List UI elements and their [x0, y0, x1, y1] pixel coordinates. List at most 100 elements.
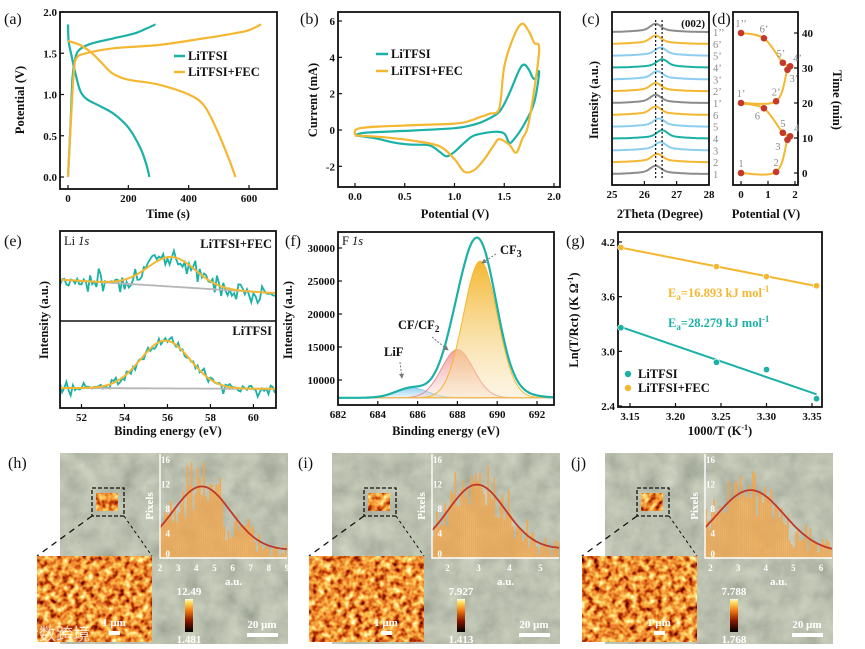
histogram-y-tick-label: 16	[161, 455, 171, 465]
point-label: 1’	[737, 89, 746, 100]
data-point	[712, 358, 720, 366]
point-label: 6	[755, 111, 760, 122]
histogram-bar	[544, 537, 547, 558]
histogram-x-tick-label: 4	[507, 563, 512, 573]
ea-symbol: E	[668, 286, 676, 300]
histogram-bar	[436, 511, 438, 558]
colorbar-min-label: 1.768	[722, 634, 747, 646]
point-label: 4’	[793, 53, 802, 64]
scale-bar-small	[109, 631, 120, 635]
histogram-bar	[715, 514, 717, 558]
histogram-bar	[758, 493, 760, 558]
x-tick-label: 686	[409, 409, 426, 421]
y-tick-label: 2	[330, 89, 336, 101]
histogram-bar	[801, 540, 803, 558]
histogram-bar	[786, 515, 789, 558]
ea-subscript: a	[676, 292, 681, 302]
title-orbital: 1s	[352, 234, 363, 248]
histogram-bar	[182, 490, 185, 558]
histogram-bar	[248, 518, 250, 558]
gaussian-fit-curve	[431, 483, 560, 549]
histogram-bar	[766, 496, 769, 558]
histogram-bar	[737, 498, 740, 558]
xrd-trace	[612, 81, 709, 93]
histogram-bar	[460, 488, 463, 558]
data-point	[813, 282, 821, 290]
histogram-bar	[768, 496, 771, 558]
data-point	[779, 129, 787, 137]
x-tick-label: 52	[76, 412, 88, 424]
plot-frame	[611, 11, 710, 186]
histogram-bar	[805, 524, 808, 558]
histogram-bar	[168, 516, 170, 558]
histogram-bar	[815, 543, 818, 558]
histogram-bar	[509, 513, 512, 558]
x-axis-title: Binding energy (eV)	[392, 424, 500, 438]
x-tick-label: 692	[529, 409, 546, 421]
scale-label-large: 20 μm	[519, 619, 548, 631]
histogram-bar	[819, 544, 822, 558]
histogram-y-tick-label: 16	[433, 455, 443, 465]
histogram-bar	[827, 541, 830, 558]
histogram-bar	[192, 509, 195, 558]
y-tick-label: 1.5	[43, 48, 57, 60]
histogram-bar	[705, 509, 707, 558]
histogram-bar	[811, 541, 814, 558]
histogram-bar	[518, 526, 520, 558]
ylabel-end: )	[567, 272, 581, 276]
histogram-bar	[466, 489, 469, 558]
histogram-bar	[219, 477, 222, 558]
trace-label: 3’	[713, 75, 722, 86]
histogram-bar	[776, 507, 779, 558]
histogram-bar	[468, 504, 471, 558]
data-point	[617, 243, 625, 251]
histogram-bar	[524, 537, 526, 558]
y-tick-label: -2	[326, 161, 336, 173]
x-axis-title: Potential (V)	[732, 207, 800, 221]
panel-a-charge-discharge: 0 200 400 600 0.0 0.5 1.0 1.5 2.0 Time (s) Potenti…	[13, 7, 278, 221]
histogram-bar	[813, 541, 816, 558]
data-point	[712, 263, 720, 271]
fit-curve	[60, 339, 275, 390]
xlabel-main: 1000/T (K	[688, 424, 742, 438]
plot-frame	[732, 11, 799, 186]
data-point	[760, 34, 768, 42]
plot-frame	[59, 11, 278, 190]
colorbar-max-label: 7.788	[722, 586, 747, 598]
histogram-bar	[239, 523, 242, 558]
panel-label: (e)	[4, 233, 22, 250]
histogram-bar	[739, 475, 742, 558]
histogram-x-tick-label: 6	[230, 563, 235, 573]
histogram-bar	[235, 515, 238, 558]
x-axis-title: Time (s)	[146, 207, 190, 221]
x-tick-label: 690	[489, 409, 506, 421]
zoom-leader-line	[36, 515, 93, 557]
histogram-bar	[538, 554, 541, 558]
histogram-bar	[446, 526, 448, 558]
histogram-bar	[262, 548, 265, 558]
x-tick-label: 3.15	[620, 411, 640, 423]
histogram-y-title: Pixels	[416, 492, 428, 520]
mapped-region-thumbnail	[641, 493, 663, 511]
histogram-bar	[546, 546, 549, 558]
data-point	[772, 168, 780, 176]
histogram-bar	[503, 519, 506, 558]
histogram-bar	[250, 529, 252, 558]
x-tick-label: 2	[792, 189, 798, 201]
histogram-bar	[188, 484, 191, 558]
scale-bar-small	[381, 631, 392, 635]
histogram-bar	[793, 547, 795, 558]
histogram-x-tick-label: 5	[538, 563, 543, 573]
ea-subscript: a	[676, 322, 681, 332]
histogram-axes	[159, 454, 287, 559]
trace-label: 1’’	[713, 28, 724, 39]
histogram-bar	[809, 528, 812, 558]
histogram-bar	[184, 517, 187, 558]
annotation-arrow	[399, 361, 404, 379]
x-tick-label: 3.20	[666, 411, 686, 423]
histogram-bar	[258, 533, 260, 558]
x-axis-title: Binding energy (eV)	[114, 424, 222, 438]
histogram-bar	[727, 481, 730, 558]
